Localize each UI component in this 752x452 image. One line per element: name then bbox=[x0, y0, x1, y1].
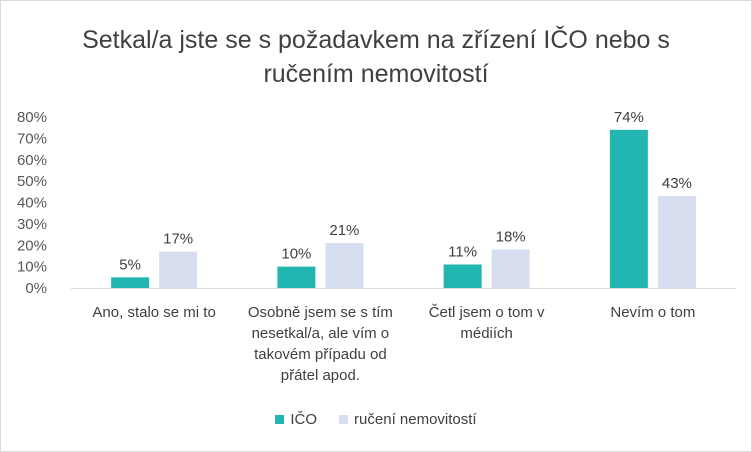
x-tick-label: Osobně jsem se s tím nesetkal/a, ale vím … bbox=[248, 304, 393, 384]
data-label: 10% bbox=[281, 246, 311, 263]
bar bbox=[277, 266, 316, 288]
data-label: 11% bbox=[448, 243, 477, 260]
data-label: 21% bbox=[329, 222, 359, 239]
bar bbox=[325, 243, 364, 288]
y-tick-label: 20% bbox=[17, 237, 47, 254]
data-label: 18% bbox=[496, 229, 526, 246]
data-label: 74% bbox=[614, 109, 644, 126]
y-tick-label: 10% bbox=[17, 259, 47, 276]
x-axis: Ano, stalo se mi to Osobně jsem se s tím n… bbox=[71, 288, 736, 384]
legend-label-ico: IČO bbox=[290, 411, 318, 428]
legend-label-ruceni: ručení nemovitostí bbox=[354, 411, 477, 428]
legend-item-ico: IČO bbox=[275, 411, 317, 428]
legend-swatch-ruceni bbox=[339, 415, 349, 424]
x-tick-label: Četl jsem o tom v médiích bbox=[429, 304, 545, 342]
legend-item-ruceni: ručení nemovitostí bbox=[339, 411, 477, 428]
y-tick-label: 30% bbox=[17, 216, 47, 233]
y-tick-label: 50% bbox=[17, 173, 47, 190]
bar bbox=[443, 264, 482, 288]
chart-title: Setkal/a jste se s požadavkem na zřízení… bbox=[82, 26, 670, 88]
x-tick-label: Nevím o tom bbox=[610, 304, 695, 321]
legend: IČO ručení nemovitostí bbox=[1, 411, 751, 428]
y-tick-label: 40% bbox=[17, 195, 47, 212]
y-tick-label: 0% bbox=[25, 280, 47, 297]
bar bbox=[491, 249, 530, 288]
y-tick-label: 60% bbox=[17, 152, 47, 169]
data-label: 17% bbox=[163, 231, 193, 248]
data-label: 5% bbox=[119, 256, 141, 273]
data-label: 43% bbox=[662, 175, 692, 192]
bar bbox=[609, 129, 648, 288]
bar bbox=[111, 277, 150, 288]
bar bbox=[657, 196, 696, 288]
bar bbox=[159, 251, 198, 288]
legend-swatch-ico bbox=[275, 415, 285, 424]
bars: 5% 10% 11% 74% 17% 21% 18% 43% bbox=[111, 109, 696, 288]
y-tick-label: 70% bbox=[17, 130, 47, 147]
y-axis: 0% 10% 20% 30% 40% 50% 60% 70% 80% bbox=[17, 109, 47, 297]
x-tick-label: Ano, stalo se mi to bbox=[92, 304, 215, 321]
y-tick-label: 80% bbox=[17, 109, 47, 126]
